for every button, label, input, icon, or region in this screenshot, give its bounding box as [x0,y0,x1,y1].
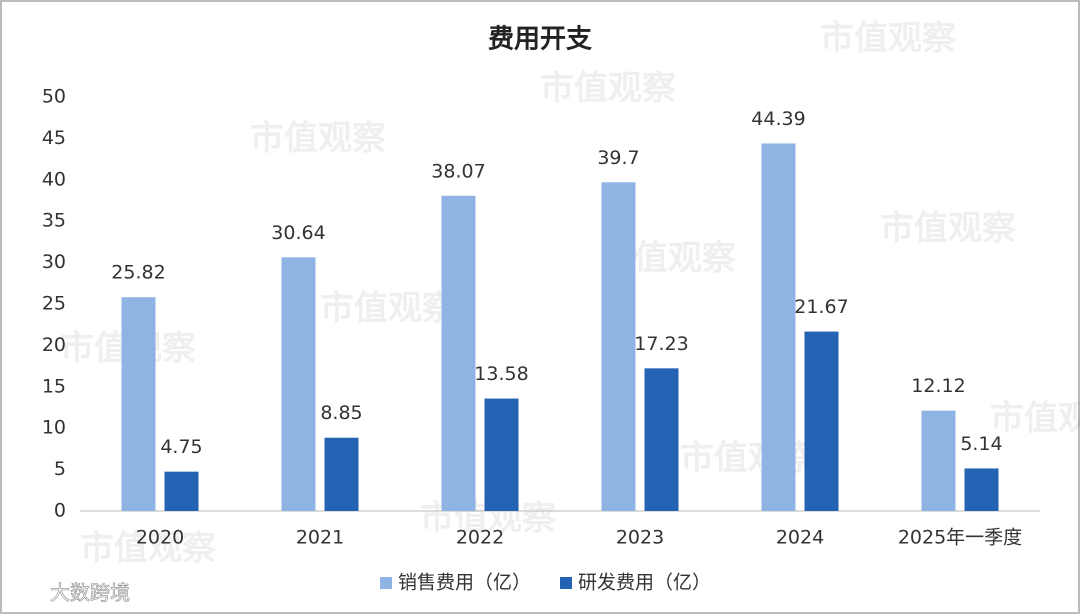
y-tick-label: 50 [42,86,66,108]
legend-label: 研发费用（亿） [578,572,711,594]
value-label: 13.58 [474,363,528,385]
y-tick-label: 25 [42,293,66,315]
value-label: 8.85 [320,402,362,424]
value-label: 30.64 [271,222,325,244]
x-tick-label: 2024 [776,527,824,549]
value-label: 5.14 [960,433,1002,455]
y-tick-label: 20 [42,334,66,356]
legend-label: 销售费用（亿） [398,572,531,594]
watermark: 市值观察 [880,209,1016,249]
y-tick-label: 40 [42,168,66,190]
x-tick-label: 2025年一季度 [898,527,1022,549]
bar [164,471,199,511]
chart-title: 费用开支 [488,25,592,55]
y-tick-label: 5 [54,458,66,480]
bar [441,195,476,511]
watermark: 市值观察 [250,119,386,159]
watermark: 市值观察 [680,439,816,479]
value-label: 4.75 [160,436,202,458]
x-tick-label: 2020 [136,527,184,549]
value-label: 39.7 [597,147,639,169]
y-tick-label: 45 [42,127,66,149]
value-label: 44.39 [751,108,805,130]
credit: 大数跨境 [50,581,130,605]
x-tick-label: 2022 [456,527,504,549]
bar [921,410,956,511]
value-label: 25.82 [111,262,165,284]
legend-swatch [380,577,392,589]
bar [964,468,999,511]
y-tick-label: 15 [42,375,66,397]
value-label: 12.12 [911,375,965,397]
x-tick-label: 2023 [616,527,664,549]
bar [601,182,636,511]
bar [484,398,519,511]
value-label: 17.23 [634,333,688,355]
y-tick-label: 10 [42,417,66,439]
bar [644,368,679,511]
value-label: 21.67 [794,296,848,318]
y-tick-label: 35 [42,210,66,232]
watermark: 市值观察 [990,399,1080,439]
x-tick-label: 2021 [296,527,344,549]
bar [121,297,156,511]
watermark: 市值观察 [80,529,216,569]
legend-swatch [560,577,572,589]
bar [281,257,316,511]
bar [761,143,796,511]
y-tick-label: 0 [54,500,66,522]
value-label: 38.07 [431,160,485,182]
y-tick-label: 30 [42,251,66,273]
watermark: 市值观察 [820,19,956,59]
bar [804,331,839,511]
watermark: 市值观察 [320,289,456,329]
watermark: 市值观察 [540,69,676,109]
bar [324,437,359,511]
